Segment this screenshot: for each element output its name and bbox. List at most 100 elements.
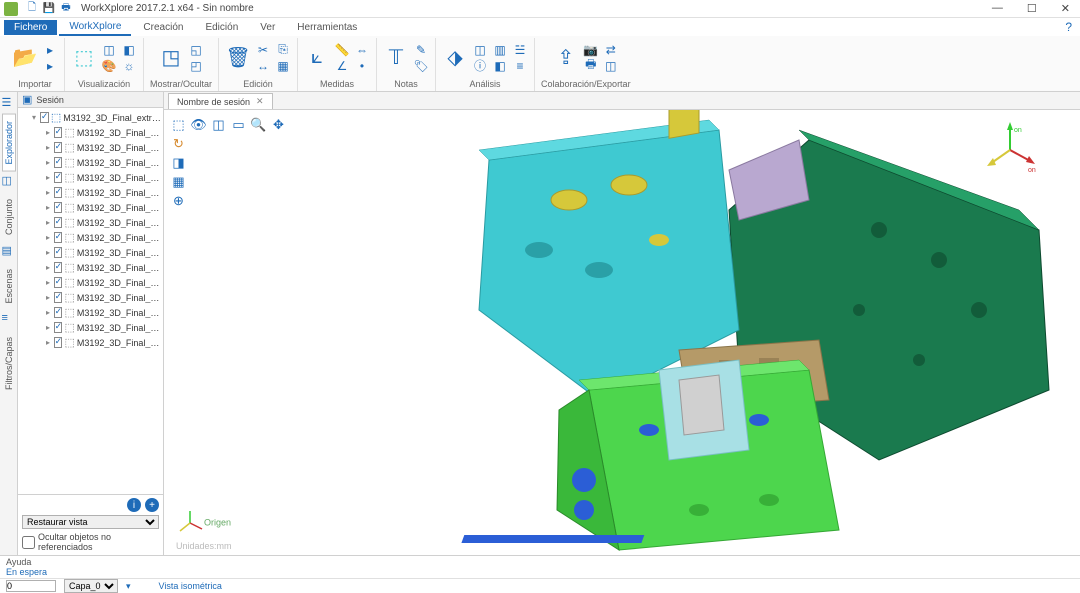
orientation-triad[interactable]: on on xyxy=(980,120,1040,180)
tree-item[interactable]: ▸⬚M3192_3D_Final_extraçao_ xyxy=(22,245,163,260)
print2-icon[interactable]: 🖶 xyxy=(583,59,599,73)
tree-item[interactable]: ▸⬚M3192_3D_Final_extraçao_ xyxy=(22,305,163,320)
isolate-icon[interactable]: ◰ xyxy=(188,59,204,73)
ribbon-tab-ver[interactable]: Ver xyxy=(250,20,285,35)
tree-item[interactable]: ▸⬚M3192_3D_Final_extraçao_ xyxy=(22,215,163,230)
expander-icon[interactable]: ▸ xyxy=(46,128,54,137)
side-tab-filtros[interactable]: Filtros/Capas xyxy=(2,330,16,397)
checkbox[interactable] xyxy=(54,217,63,228)
group-icon[interactable]: ▦ xyxy=(275,59,291,73)
side-tab-conjunto[interactable]: Conjunto xyxy=(2,192,16,242)
tree-item[interactable]: ▸⬚M3192_3D_Final_extraçao_ xyxy=(22,320,163,335)
ribbon-tab-file[interactable]: Fichero xyxy=(4,20,57,35)
export-icon[interactable]: ⇪ xyxy=(553,45,579,71)
checkbox[interactable] xyxy=(54,247,63,258)
show-cube-icon[interactable]: ◳ xyxy=(158,45,184,71)
tree-item[interactable]: ▸⬚M3192_3D_Final_extraçao_ xyxy=(22,140,163,155)
palette-icon[interactable]: 🎨 xyxy=(101,59,117,73)
wireframe-icon[interactable]: ◫ xyxy=(101,43,117,57)
note-icon[interactable]: ✎ xyxy=(413,43,429,57)
shade-icon[interactable]: ◧ xyxy=(121,43,137,57)
checkbox[interactable] xyxy=(54,277,63,288)
expander-icon[interactable]: ▸ xyxy=(46,203,54,212)
close-button[interactable]: ✕ xyxy=(1055,2,1076,15)
snapshot-icon[interactable]: ◫ xyxy=(603,59,619,73)
close-tab-icon[interactable]: ✕ xyxy=(256,96,264,107)
fit-icon[interactable]: ⬚ xyxy=(170,116,187,133)
tree-item[interactable]: ▸⬚M3192_3D_Final_extraçao_ xyxy=(22,335,163,350)
section-view-icon[interactable]: ◨ xyxy=(170,154,187,171)
tree-item[interactable]: ▸⬚M3192_3D_Final_extraçao_ xyxy=(22,260,163,275)
label-icon[interactable]: 🏷 xyxy=(413,59,429,73)
compare-icon[interactable]: ◫ xyxy=(472,43,488,57)
tree-item[interactable]: ▸⬚M3192_3D_Final_extraçao_ xyxy=(22,230,163,245)
expander-icon[interactable]: ▸ xyxy=(46,248,54,257)
hide-unreferenced-checkbox[interactable]: Ocultar objetos no referenciados xyxy=(22,532,159,552)
print-icon[interactable]: 🖶 xyxy=(59,2,73,16)
cube-view-icon[interactable]: ◫ xyxy=(210,116,227,133)
document-tab[interactable]: Nombre de sesión ✕ xyxy=(168,93,273,109)
layer-dropdown-icon[interactable]: ▾ xyxy=(126,581,131,592)
tree-item[interactable]: ▸⬚M3192_3D_Final_extraçao_ xyxy=(22,200,163,215)
save-icon[interactable]: 💾 xyxy=(42,2,56,16)
checkbox[interactable] xyxy=(54,232,63,243)
checkbox[interactable] xyxy=(54,142,63,153)
checkbox[interactable] xyxy=(54,322,63,333)
ribbon-tab-workxplore[interactable]: WorkXplore xyxy=(59,19,131,36)
checkbox[interactable] xyxy=(54,292,63,303)
ribbon-tab-edicion[interactable]: Edición xyxy=(195,20,248,35)
scenes-icon[interactable]: ▤ xyxy=(2,244,16,258)
add-button[interactable]: + xyxy=(145,498,159,512)
expander-icon[interactable]: ▸ xyxy=(46,278,54,287)
caliper-icon[interactable]: ⇔ xyxy=(354,43,370,57)
light-icon[interactable]: ☼ xyxy=(121,59,137,73)
draft-icon[interactable]: ◧ xyxy=(492,59,508,73)
copy-icon[interactable]: ⎘ xyxy=(275,43,291,57)
cut-icon[interactable]: ✂ xyxy=(255,43,271,57)
expander-icon[interactable]: ▾ xyxy=(32,113,40,122)
side-tab-escenas[interactable]: Escenas xyxy=(2,262,16,311)
tree-item[interactable]: ▸⬚M3192_3D_Final_extraçao_ xyxy=(22,155,163,170)
expander-icon[interactable]: ▸ xyxy=(46,323,54,332)
origin-icon[interactable]: ⊕ xyxy=(170,192,187,209)
tree-icon[interactable]: ☱ xyxy=(512,43,528,57)
assembly-icon[interactable]: ◫ xyxy=(2,174,16,188)
hide-icon[interactable]: ◱ xyxy=(188,43,204,57)
expander-icon[interactable]: ▸ xyxy=(46,158,54,167)
move-icon[interactable]: ↔ xyxy=(255,59,271,73)
layer-select[interactable]: Capa_0 xyxy=(64,579,118,593)
checkbox[interactable] xyxy=(54,307,63,318)
eye-icon[interactable]: 👁 xyxy=(190,116,207,133)
delete-icon[interactable]: 🗑 xyxy=(225,45,251,71)
ribbon-tab-creacion[interactable]: Creación xyxy=(133,20,193,35)
checkbox[interactable] xyxy=(54,127,63,138)
checkbox[interactable] xyxy=(54,337,63,348)
prop-icon[interactable]: ≡ xyxy=(512,59,528,73)
tree-root[interactable]: ▾ ⬚ M3192_3D_Final_extraçao_2JL xyxy=(22,110,163,125)
tree-item[interactable]: ▸⬚M3192_3D_Final_extraçao_ xyxy=(22,185,163,200)
pan-icon[interactable]: ✥ xyxy=(270,116,287,133)
tree-item[interactable]: ▸⬚M3192_3D_Final_extraçao_ xyxy=(22,290,163,305)
angle-icon[interactable]: ∠ xyxy=(334,59,350,73)
measure-icon[interactable]: ⟀ xyxy=(304,45,330,71)
tree-item[interactable]: ▸⬚M3192_3D_Final_extraçao_ xyxy=(22,275,163,290)
tree-item[interactable]: ▸⬚M3192_3D_Final_extraçao_ xyxy=(22,125,163,140)
rotate-icon[interactable]: ↻ xyxy=(170,135,187,152)
expander-icon[interactable]: ▸ xyxy=(46,293,54,302)
filters-icon[interactable]: ≡ xyxy=(2,312,16,326)
expander-icon[interactable]: ▸ xyxy=(46,143,54,152)
open-folder-icon[interactable]: 📂 xyxy=(12,45,38,71)
checkbox[interactable] xyxy=(54,172,63,183)
expander-icon[interactable]: ▸ xyxy=(46,218,54,227)
checkbox[interactable] xyxy=(54,202,63,213)
checkbox[interactable] xyxy=(54,187,63,198)
explorer-icon[interactable]: ☰ xyxy=(2,96,16,110)
thickness-icon[interactable]: ▥ xyxy=(492,43,508,57)
checkbox[interactable] xyxy=(54,262,63,273)
expander-icon[interactable]: ▸ xyxy=(46,233,54,242)
tree-item[interactable]: ▸⬚M3192_3D_Final_extraçao_ xyxy=(22,170,163,185)
3d-viewport[interactable]: ⬚ 👁 ◫ ▭ 🔍 ✥ ↻ ◨ ▦ ⊕ xyxy=(164,110,1080,555)
side-tab-explorador[interactable]: Explorador xyxy=(2,114,16,172)
point-icon[interactable]: • xyxy=(354,59,370,73)
share-icon[interactable]: ⇄ xyxy=(603,43,619,57)
